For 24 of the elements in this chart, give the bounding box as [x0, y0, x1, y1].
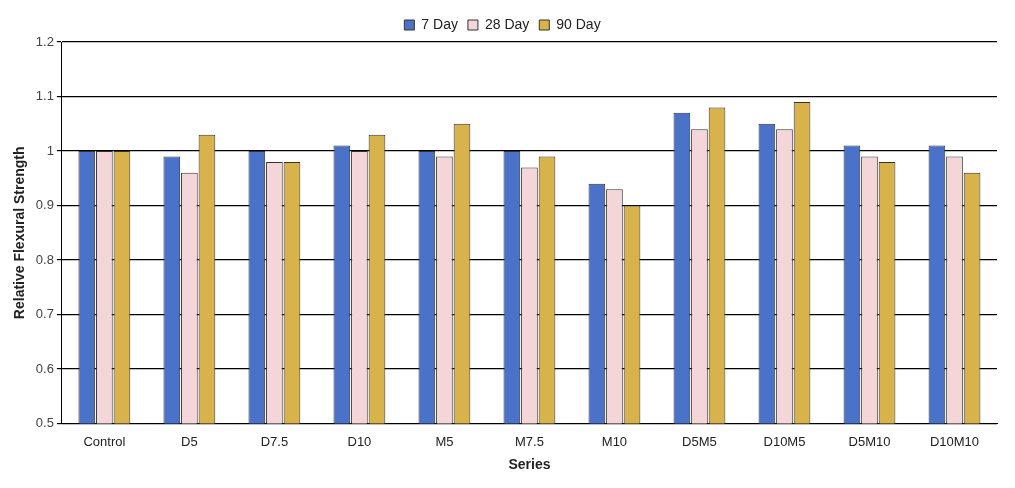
- x-tick-label: M7.5: [514, 433, 544, 449]
- legend-label: 7 Day: [421, 15, 458, 32]
- y-tick-label: 0.6: [35, 360, 54, 376]
- x-tick-label: D10M5: [763, 433, 806, 449]
- x-tick-label: D10: [347, 433, 372, 449]
- x-tick-label: M10: [601, 433, 628, 449]
- y-tick-label: 1.2: [35, 33, 54, 49]
- x-tick-label: Control: [83, 433, 126, 449]
- y-tick-label: 0.8: [35, 251, 54, 267]
- x-tick-label: D5: [181, 433, 198, 449]
- x-tick-label: M5: [435, 433, 454, 449]
- y-tick-label: 0.9: [35, 197, 54, 213]
- legend-label: 90 Day: [556, 15, 601, 32]
- y-tick-label: 1.1: [35, 88, 54, 104]
- x-tick-label: D5M10: [848, 433, 891, 449]
- y-tick-label: 0.5: [35, 415, 54, 431]
- y-tick-label: 1: [46, 142, 54, 158]
- y-tick-label: 0.7: [35, 306, 54, 322]
- legend-label: 28 Day: [484, 15, 530, 32]
- x-tick-label: D7.5: [260, 433, 289, 449]
- x-tick-label: D10M10: [929, 433, 980, 449]
- y-axis-title: Relative Flexural Strength: [11, 146, 28, 320]
- x-tick-label: D5M5: [682, 433, 717, 449]
- x-axis-title: Series: [508, 456, 551, 473]
